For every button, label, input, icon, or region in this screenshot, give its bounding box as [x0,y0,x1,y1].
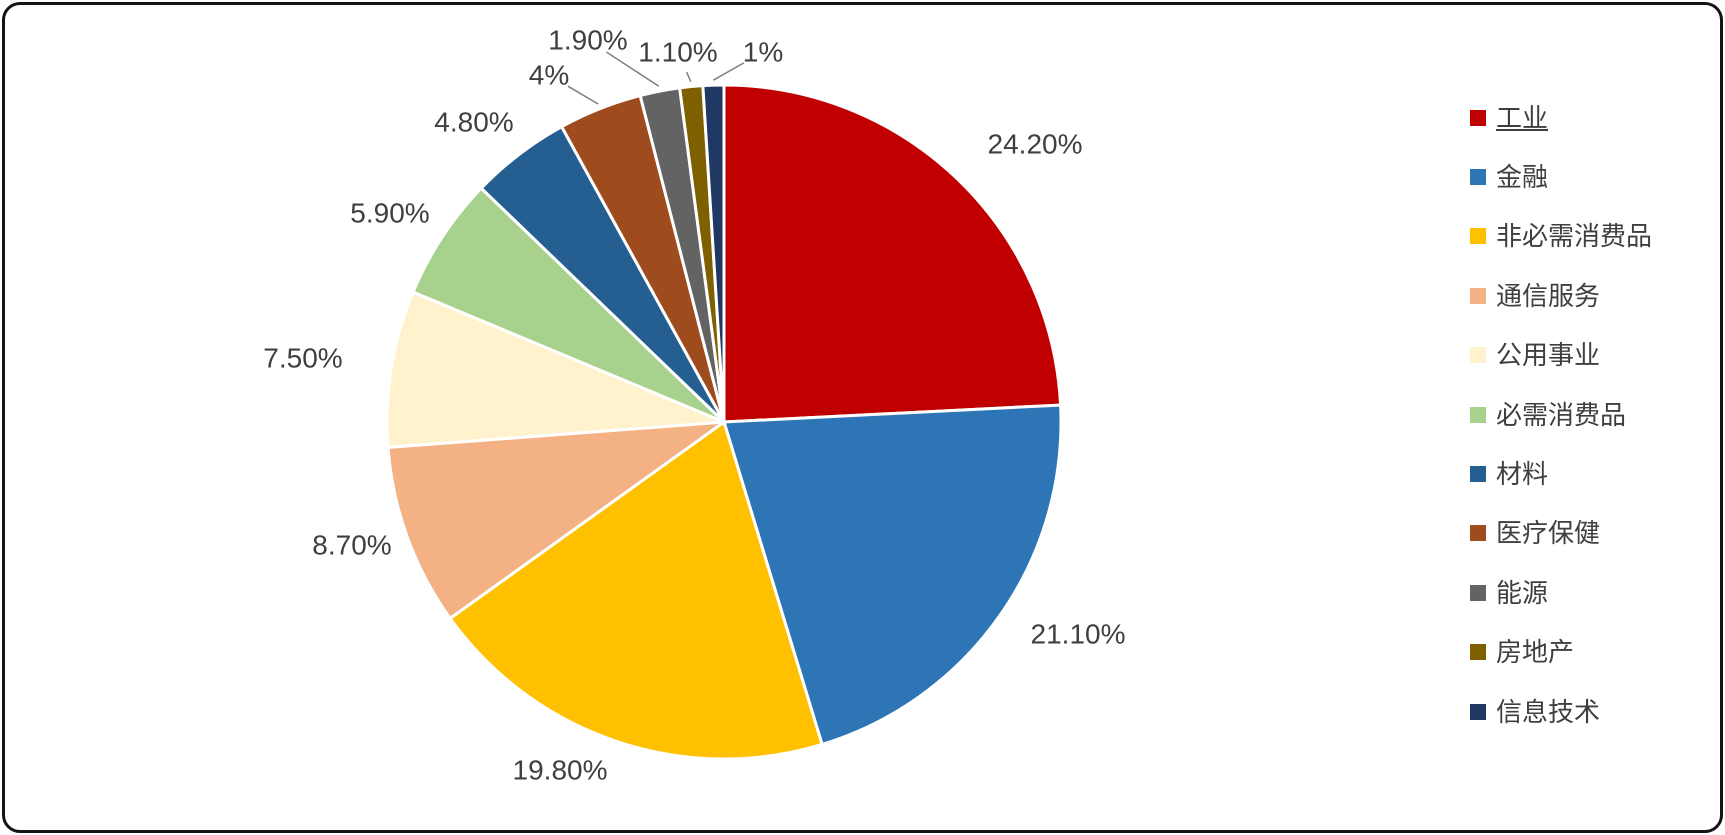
legend-swatch-icon [1470,406,1486,423]
data-label-6: 5.90% [350,198,429,229]
legend-label-9: 能源 [1496,577,1549,608]
data-label-11: 1% [743,37,783,68]
legend-item-5[interactable]: 公用事业 [1470,326,1652,385]
legend-label-3: 非必需消费品 [1496,221,1653,252]
legend-label-5: 公用事业 [1496,340,1601,371]
legend-swatch-icon [1470,644,1486,661]
legend-swatch-icon [1470,703,1486,720]
legend-swatch-icon [1470,466,1486,483]
legend-swatch-icon [1470,525,1486,542]
legend-label-1: 工业 [1496,102,1549,133]
legend-label-4: 通信服务 [1496,280,1601,311]
leader-line-10 [686,71,692,82]
data-label-2: 21.10% [1031,619,1126,650]
legend-item-10[interactable]: 房地产 [1470,623,1652,682]
legend-label-10: 房地产 [1496,637,1575,668]
data-label-10: 1.10% [638,37,717,68]
legend-swatch-icon [1470,287,1486,304]
pie-slice-1-工业[interactable] [722,83,1063,424]
data-label-7: 4.80% [434,107,513,138]
pie-slice-5-公用事业[interactable] [385,290,726,449]
legend-item-2[interactable]: 金融 [1470,147,1652,206]
data-label-1: 24.20% [988,129,1083,160]
legend-label-11: 信息技术 [1496,696,1601,727]
leader-line-11 [712,62,745,81]
pie-slice-11-信息技术[interactable] [701,83,726,424]
legend-item-4[interactable]: 通信服务 [1470,266,1652,325]
pie-slice-4-通信服务[interactable] [386,420,726,620]
legend-label-2: 金融 [1496,162,1549,193]
legend-swatch-icon [1470,347,1486,364]
legend-item-11[interactable]: 信息技术 [1470,682,1652,741]
legend-swatch-icon [1470,169,1486,186]
legend-label-7: 材料 [1496,459,1549,490]
legend-item-7[interactable]: 材料 [1470,444,1652,503]
leader-line-8 [567,85,599,105]
data-label-8: 4% [529,60,569,91]
legend-item-1[interactable]: 工业 [1470,88,1652,147]
pie-slice-6-必需消费品[interactable] [411,186,726,424]
legend-item-3[interactable]: 非必需消费品 [1470,207,1652,266]
legend-swatch-icon [1470,584,1486,601]
data-label-9: 1.90% [548,25,627,56]
legend-item-8[interactable]: 医疗保健 [1470,504,1652,563]
legend-swatch-icon [1470,109,1486,126]
legend-swatch-icon [1470,228,1486,245]
chart-legend: 工业金融非必需消费品 通信服务公用事业必需消费品材料医疗保健能源房地产信息技术 [1470,88,1652,741]
data-label-3: 19.80% [513,755,608,786]
data-label-4: 8.70% [312,530,391,561]
legend-item-9[interactable]: 能源 [1470,563,1652,622]
legend-label-6: 必需消费品 [1496,399,1627,430]
data-label-5: 7.50% [263,343,342,374]
legend-label-8: 医疗保健 [1496,518,1601,549]
pie-slice-3-非必需消费品[interactable] [448,420,824,761]
pie-slice-2-金融[interactable] [722,403,1063,746]
legend-item-6[interactable]: 必需消费品 [1470,385,1652,444]
leader-line-9 [606,51,660,87]
